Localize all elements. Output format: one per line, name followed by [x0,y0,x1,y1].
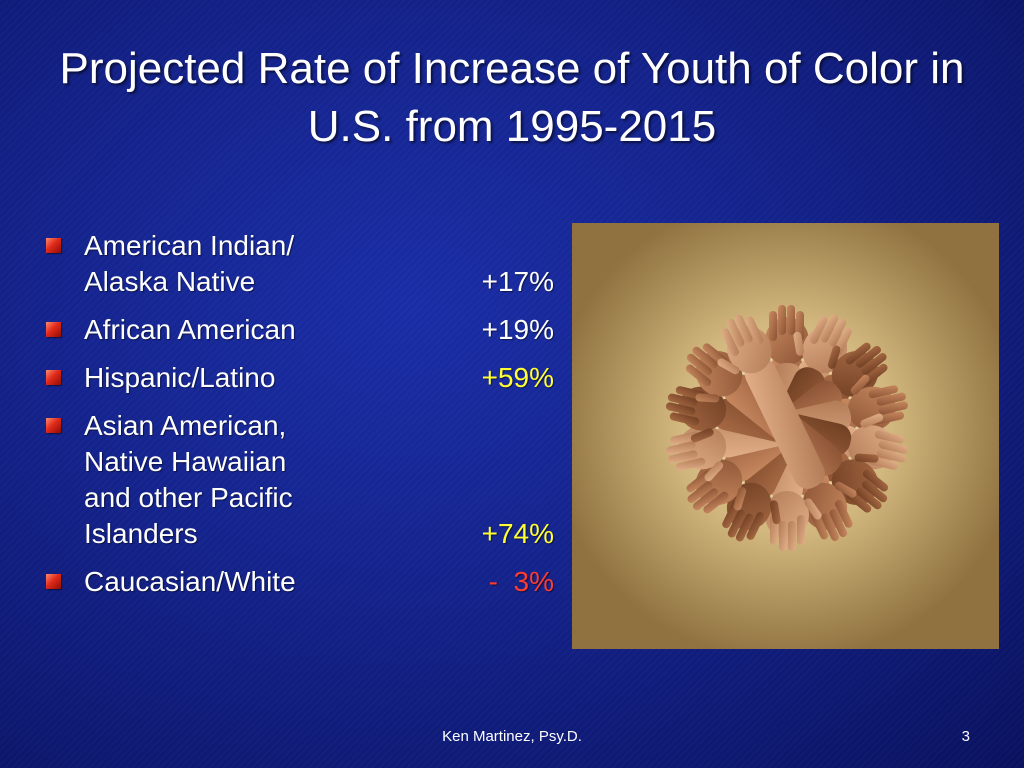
red-square-bullet-icon [46,418,61,433]
bullet-label: Hispanic/Latino [84,362,276,393]
bullet-value: +74% [481,518,554,549]
red-square-bullet-icon [46,322,61,337]
bullet-item-caucasian-white: Caucasian/White - 3% [44,564,554,600]
bullet-item-asian-american: Asian American, Native Hawaiian and othe… [44,408,554,552]
bullet-label: American Indian/ Alaska Native [84,230,295,297]
page-number: 3 [961,728,970,745]
bullet-item-hispanic-latino: Hispanic/Latino +59% [44,360,554,396]
bullet-item-american-indian: American Indian/ Alaska Native +17% [44,228,554,300]
bullet-value: +17% [481,266,554,297]
hands-in-sand-photo [572,223,999,649]
bullet-label: Caucasian/White [84,566,296,597]
bullet-item-african-american: African American +19% [44,312,554,348]
bullet-value: +59% [481,362,554,393]
red-square-bullet-icon [46,370,61,385]
hands-circle-illustration [572,223,999,649]
hand-shape [717,315,825,489]
bullet-value: - 3% [488,566,554,597]
bullet-value: +19% [481,314,554,345]
slide-title: Projected Rate of Increase of Youth of C… [59,44,965,151]
slide-footer: Ken Martinez, Psy.D. [442,728,582,745]
bullet-label: Asian American, Native Hawaiian and othe… [84,410,293,549]
red-square-bullet-icon [46,574,61,589]
red-square-bullet-icon [46,238,61,253]
bullet-label: African American [84,314,296,345]
bullet-list: American Indian/ Alaska Native +17% Afri… [44,228,554,612]
